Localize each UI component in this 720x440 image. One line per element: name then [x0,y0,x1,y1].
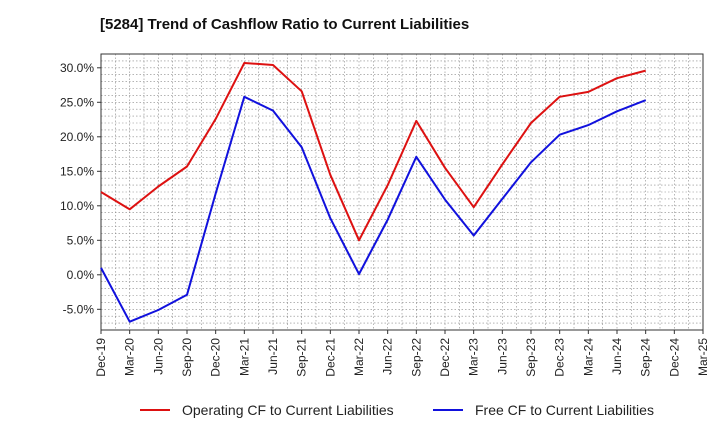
x-tick-label: Mar-23 [467,338,481,376]
x-tick-label: Dec-22 [438,338,452,377]
x-tick-label: Mar-22 [352,338,366,376]
x-tick-label: Dec-24 [667,338,681,377]
y-tick-label: 30.0% [60,61,94,75]
y-tick-label: 25.0% [60,95,94,109]
x-tick-label: Sep-23 [524,338,538,377]
chart-title: [5284] Trend of Cashflow Ratio to Curren… [100,16,470,33]
y-tick-label: -5.0% [63,302,95,316]
x-tick-label: Dec-19 [94,338,108,377]
x-tick-label: Mar-24 [581,338,595,376]
x-tick-label: Sep-22 [409,338,423,377]
x-tick-label: Dec-23 [553,338,567,377]
x-tick-label: Jun-23 [495,338,509,375]
x-tick-label: Mar-21 [237,338,251,376]
x-tick-label: Sep-24 [639,338,653,377]
x-tick-label: Sep-21 [295,338,309,377]
x-tick-label: Jun-20 [151,338,165,375]
y-tick-label: 20.0% [60,130,94,144]
x-tick-label: Sep-20 [180,338,194,377]
y-tick-label: 5.0% [67,233,95,247]
x-tick-label: Dec-21 [323,338,337,377]
x-tick-label: Jun-22 [381,338,395,375]
x-tick-label: Mar-25 [696,338,710,376]
x-tick-label: Mar-20 [123,338,137,376]
y-tick-label: 15.0% [60,164,94,178]
series-line-operating-cf [100,62,646,242]
x-tick-label: Jun-24 [610,338,624,375]
y-tick-label: 10.0% [60,199,94,213]
legend-label-operating-cf: Operating CF to Current Liabilities [182,402,394,418]
y-tick-label: 0.0% [67,268,95,282]
series-line-free-cf [100,95,647,323]
x-tick-label: Jun-21 [266,338,280,375]
legend-label-free-cf: Free CF to Current Liabilities [475,402,654,418]
x-tick-label: Dec-20 [209,338,223,377]
